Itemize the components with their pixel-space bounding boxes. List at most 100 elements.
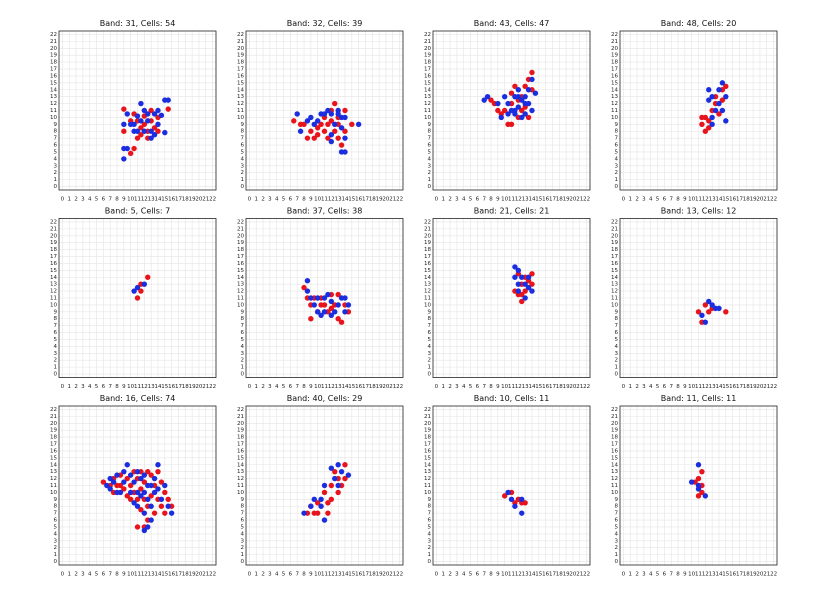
- y-tick-label: 5: [615, 149, 619, 155]
- dot: [335, 302, 341, 308]
- x-tick-label: 6: [102, 197, 106, 203]
- x-tick-label: 6: [289, 384, 293, 390]
- panel: Band: 43, Cells: 470 1 2 3 4 5 6 7 8 9 10 11 12 13 14 1…: [424, 19, 591, 203]
- x-tick-label: 20: [569, 384, 576, 390]
- x-tick-label: 16: [729, 572, 736, 578]
- y-tick-label: 4: [241, 344, 245, 350]
- plot-frame: [245, 405, 404, 566]
- y-tick-label: 6: [241, 143, 245, 149]
- x-tick-label: 21: [763, 384, 770, 390]
- y-tick-label: 8: [615, 316, 619, 322]
- y-tick-label: 9: [615, 497, 619, 503]
- x-tick-label: 22: [770, 572, 777, 578]
- dot: [515, 288, 522, 294]
- dot: [145, 274, 151, 280]
- x-tick-label: 16: [542, 572, 549, 578]
- dot: [308, 128, 314, 134]
- x-tick-label: 4: [462, 197, 466, 203]
- y-tick-label: 0: [615, 184, 619, 190]
- dot: [308, 503, 314, 509]
- y-tick-label: 18: [611, 247, 618, 253]
- dot: [134, 468, 141, 475]
- dot: [127, 489, 134, 496]
- x-tick-label: 0: [435, 197, 439, 203]
- x-tick-label: 12: [515, 384, 522, 390]
- x-tick-label: 14: [154, 197, 161, 203]
- x-tick-label: 1: [67, 572, 71, 578]
- dot: [127, 472, 134, 478]
- dot: [706, 298, 712, 305]
- x-tick-label: 0: [61, 384, 65, 390]
- dot: [338, 468, 345, 475]
- dot: [325, 500, 331, 506]
- dot: [515, 104, 522, 110]
- dot: [138, 506, 144, 513]
- dot: [318, 312, 324, 318]
- y-tick-label: 14: [424, 87, 431, 93]
- y-tick-label: 3: [54, 538, 58, 544]
- y-tick-label: 5: [428, 149, 432, 155]
- dot: [131, 288, 137, 294]
- y-tick-label: 20: [237, 421, 244, 427]
- plot-frame: [432, 30, 591, 191]
- x-tick-label: 5: [469, 572, 473, 578]
- dot: [145, 118, 151, 124]
- x-tick-label: 18: [182, 384, 189, 390]
- plot-frame: [619, 218, 778, 378]
- dot: [332, 468, 338, 475]
- y-tick-label: 9: [54, 122, 58, 128]
- dot: [321, 111, 328, 117]
- y-tick-label: 10: [424, 115, 431, 121]
- y-tick-label: 15: [424, 455, 431, 461]
- dot: [321, 489, 328, 496]
- y-tick-label: 16: [424, 448, 431, 454]
- y-tick-label: 9: [54, 497, 58, 503]
- x-tick-label: 3: [642, 197, 646, 203]
- dot: [114, 472, 120, 478]
- y-tick-label: 4: [615, 344, 619, 350]
- y-tick-label: 10: [50, 115, 57, 121]
- dot: [308, 295, 314, 301]
- y-tick-label: 17: [237, 67, 244, 73]
- dot: [124, 462, 130, 468]
- y-tick-label: 21: [424, 226, 431, 232]
- dot: [709, 302, 715, 308]
- y-tick-label: 10: [237, 115, 244, 121]
- x-tick-label: 17: [362, 197, 369, 203]
- x-tick-label: 9: [496, 572, 500, 578]
- x-tick-label: 4: [462, 572, 466, 578]
- dot: [141, 479, 148, 485]
- dot: [522, 281, 528, 287]
- y-tick-label: 22: [424, 219, 431, 225]
- x-tick-label: 14: [341, 384, 348, 390]
- dot: [706, 87, 712, 93]
- y-tick-label: 7: [428, 323, 432, 329]
- y-tick-label: 6: [615, 518, 619, 524]
- y-tick-label: 15: [611, 268, 618, 274]
- x-tick-label: 1: [628, 384, 632, 390]
- dot: [162, 510, 168, 516]
- x-tick-label: 20: [195, 197, 202, 203]
- x-tick-label: 5: [95, 197, 99, 203]
- y-tick-label: 13: [611, 94, 618, 100]
- x-tick-label: 9: [309, 572, 313, 578]
- y-tick-label: 20: [424, 46, 431, 52]
- panel-title: Band: 37, Cells: 38: [287, 207, 363, 216]
- x-tick-label: 5: [656, 572, 660, 578]
- x-tick-label: 1: [67, 197, 71, 203]
- dot: [141, 510, 148, 516]
- y-tick-label: 6: [54, 143, 58, 149]
- x-tick-label: 14: [715, 384, 722, 390]
- y-tick-label: 11: [237, 296, 244, 302]
- y-tick-label: 19: [611, 240, 618, 246]
- x-tick-label: 22: [209, 384, 216, 390]
- dot: [141, 527, 148, 534]
- x-tick-label: 20: [756, 197, 763, 203]
- x-tick-label: 13: [709, 572, 716, 578]
- y-tick-label: 7: [54, 511, 58, 517]
- x-tick-label: 9: [122, 197, 126, 203]
- x-tick-label: 6: [289, 197, 293, 203]
- y-tick-label: 21: [237, 39, 244, 45]
- panel: Band: 40, Cells: 290 1 2 3 4 5 6 7 8 9 10 11 12 13 14 1…: [237, 394, 404, 578]
- x-tick-label: 3: [81, 572, 85, 578]
